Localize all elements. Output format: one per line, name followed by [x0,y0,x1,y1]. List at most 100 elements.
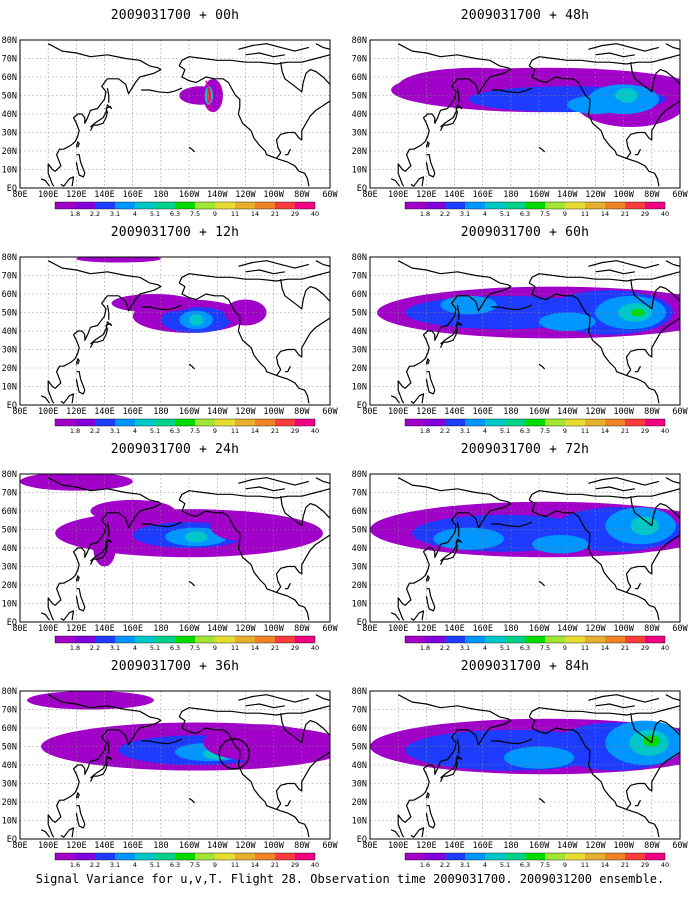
lat-tick-label: 10N [2,166,17,176]
colorbar-label: 14 [251,427,259,435]
lat-tick-label: 20N [2,364,17,374]
colorbar-swatch [545,853,565,860]
coastline [245,52,285,58]
coastline [60,393,75,404]
lat-tick-label: 50N [2,743,17,753]
coastline [275,317,330,376]
colorbar-swatch [525,419,545,426]
colorbar-label: 14 [601,861,609,869]
lon-tick-label: 120W [585,190,606,200]
colorbar-swatch [405,202,425,209]
lat-tick-label: 30N [352,129,367,139]
coastline [528,705,680,718]
coastline [528,282,660,404]
map-panel: 2009031700 + 48h 80N 70N 60N 50N 40N 30N 20N 10N… [350,0,700,218]
lat-tick-label: 80N [2,253,17,263]
coastline [456,738,460,754]
coastline [40,395,51,404]
lon-tick-label: 180 [503,841,518,851]
coastline [425,141,430,148]
colorbar-swatch [275,853,295,860]
lon-tick-label: 160W [529,624,550,634]
lon-tick-label: 60W [322,624,338,634]
coastline [439,104,463,131]
colorbar-swatch [525,853,545,860]
colorbar-swatch [195,636,215,643]
lat-tick-label: 80N [2,36,17,46]
coastline [106,738,110,754]
colorbar-label: 7.5 [190,210,200,218]
variance-contour [76,257,161,263]
coastline [178,488,330,501]
lat-tick-label: 70N [352,706,367,716]
colorbar-label: 40 [311,861,319,869]
coastline [106,304,110,320]
panel-title: 2009031700 + 12h [110,225,240,240]
colorbar-swatch [135,419,155,426]
coastline [538,797,546,804]
colorbar-swatch [445,419,465,426]
coastline [75,575,80,582]
colorbar-swatch [235,636,255,643]
lat-tick-label: 10N [2,383,17,393]
colorbar-swatch [175,636,195,643]
lat-tick-label: 30N [2,129,17,139]
colorbar-swatch [155,202,175,209]
map-panel: 2009031700 + 84h 80N 70N 60N 50N 40N 30N 20N 10N… [350,651,700,869]
lon-tick-label: 160E [122,624,142,634]
panel-title: 2009031700 + 60h [460,225,590,240]
panel-title: 2009031700 + 24h [110,442,240,457]
coastline [141,87,183,94]
coastline [390,829,401,838]
colorbar-label: 3.1 [460,427,470,435]
colorbar-label: 11 [581,861,589,869]
colorbar-swatch [275,419,295,426]
lon-tick-label: 140E [444,841,464,851]
colorbar-swatch [195,202,215,209]
colorbar-label: 29 [291,427,299,435]
lon-tick-label: 140W [557,841,578,851]
colorbar-label: 40 [311,644,319,652]
variance-contour [210,511,267,541]
panel-title: 2009031700 + 48h [460,8,590,23]
colorbar-label: 29 [641,644,649,652]
lon-tick-label: 180 [153,841,168,851]
lon-tick-label: 140W [557,624,578,634]
coastline [178,54,330,67]
lon-tick-label: 160W [529,190,550,200]
colorbar-label: 6.3 [170,861,180,869]
lat-tick-label: EQ [357,618,367,628]
lat-tick-label: 80N [2,687,17,697]
coastline [491,304,533,311]
coastline [665,694,680,701]
colorbar-swatch [425,636,445,643]
lon-tick-label: 140E [444,407,464,417]
colorbar-label: 9 [563,644,567,652]
colorbar-label: 40 [311,427,319,435]
lat-tick-label: 20N [352,798,367,808]
coastline [280,279,330,310]
coastline [425,805,436,829]
lon-tick-label: 140W [207,624,228,634]
coastline [634,582,642,590]
colorbar-swatch [95,202,115,209]
lat-tick-label: 80N [352,36,367,46]
colorbar-label: 21 [271,861,279,869]
colorbar-swatch [55,202,75,209]
colorbar-swatch [75,853,95,860]
coastline [238,477,310,486]
lon-tick-label: 120W [235,407,256,417]
colorbar-label: 7.5 [540,210,550,218]
colorbar-swatch [235,419,255,426]
coastline [178,705,330,718]
lat-tick-label: 10N [2,817,17,827]
colorbar-label: 5.1 [500,427,510,435]
lon-tick-label: 100E [38,407,58,417]
lon-tick-label: 100E [388,624,408,634]
coastline [75,792,80,799]
colorbar-swatch [175,853,195,860]
colorbar-label: 2.2 [440,644,450,652]
colorbar-swatch [625,636,645,643]
colorbar-swatch [405,419,425,426]
